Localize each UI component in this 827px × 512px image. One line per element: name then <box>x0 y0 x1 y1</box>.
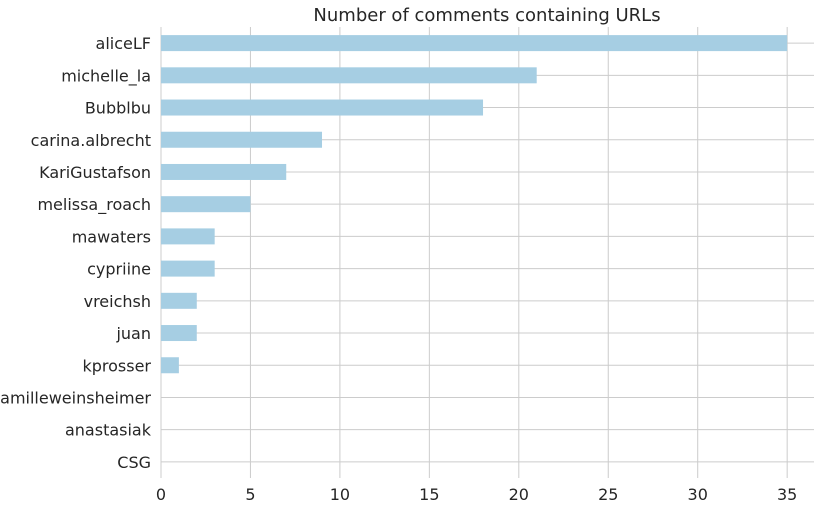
x-axis-tick-labels: 0 5 10 15 20 25 30 35 <box>156 485 797 504</box>
y-tick-label: aliceLF <box>96 34 151 53</box>
y-axis-tick-labels: aliceLF michelle_la Bubblbu carina.albrecht… <box>0 34 152 472</box>
x-tick-label: 0 <box>156 485 166 504</box>
bar-kprosser <box>161 357 179 374</box>
x-tick-label: 25 <box>598 485 618 504</box>
y-tick-label: mawaters <box>72 227 151 246</box>
x-tick-label: 20 <box>509 485 529 504</box>
bar-karigustafson <box>161 163 287 180</box>
bar-bubblbu <box>161 99 484 116</box>
bar-vreichsh <box>161 292 197 309</box>
y-tick-label: carina.albrecht <box>31 131 151 150</box>
y-tick-label: CSG <box>117 453 151 472</box>
x-tick-label: 35 <box>777 485 797 504</box>
y-tick-label: kprosser <box>82 356 151 375</box>
x-tick-label: 5 <box>245 485 255 504</box>
x-tick-label: 10 <box>330 485 350 504</box>
y-tick-label: Bubblbu <box>85 99 151 118</box>
y-tick-label: melissa_roach <box>37 195 151 215</box>
bar-juan <box>161 325 197 342</box>
bar-melissa-roach <box>161 196 251 213</box>
chart-title: Number of comments containing URLs <box>313 5 660 26</box>
y-tick-label: camilleweinsheimer <box>0 388 151 407</box>
bar-alicelf <box>161 35 788 52</box>
x-tick-label: 15 <box>419 485 439 504</box>
bar-cypriine <box>161 260 215 277</box>
bar-mawaters <box>161 228 215 245</box>
y-tick-label: KariGustafson <box>39 163 151 182</box>
x-tick-label: 30 <box>688 485 708 504</box>
y-tick-label: vreichsh <box>84 292 151 311</box>
y-tick-label: michelle_la <box>61 66 151 86</box>
y-tick-label: anastasiak <box>65 421 152 440</box>
y-tick-label: cypriine <box>87 260 151 279</box>
bar-michelle-la <box>161 67 537 84</box>
bar-layer <box>161 35 788 374</box>
grid-layer <box>160 27 814 478</box>
bar-carina-albrecht <box>161 131 323 148</box>
y-tick-label: juan <box>115 324 151 343</box>
